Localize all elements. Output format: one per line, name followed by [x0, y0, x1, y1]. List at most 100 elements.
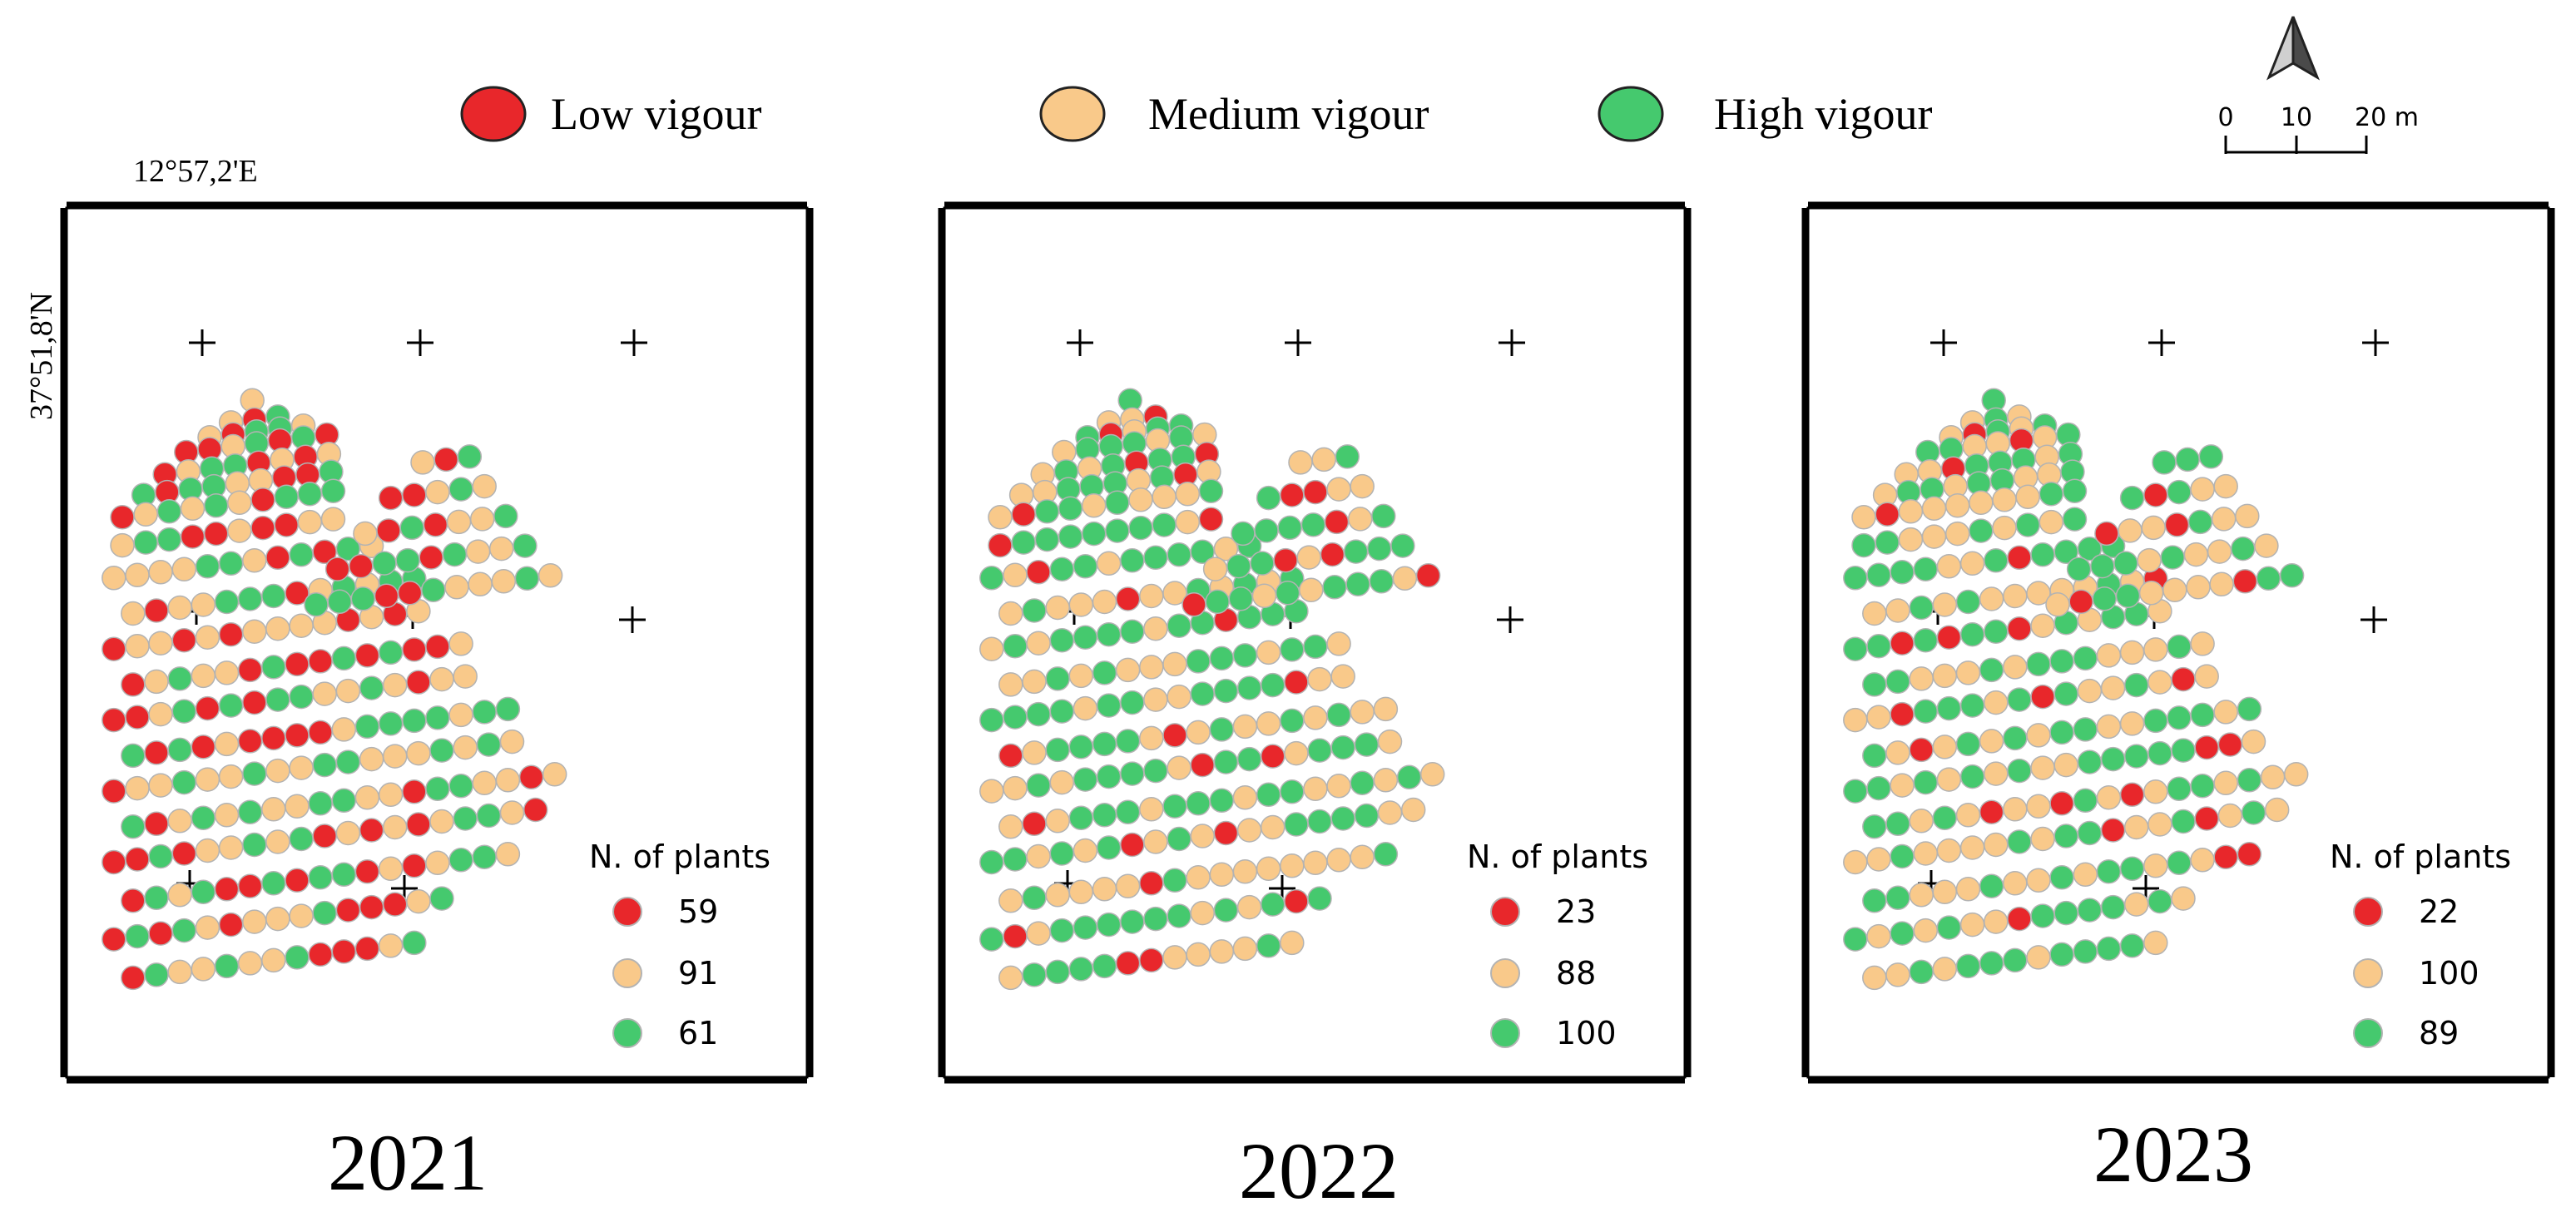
north-arrow-icon — [2266, 16, 2321, 81]
plant-dot-high — [1909, 959, 1934, 985]
plant-dot-high — [354, 714, 380, 740]
plant-dot-medium — [1260, 814, 1286, 840]
plant-dot-high — [1143, 758, 1168, 784]
plant-dot-high — [1979, 657, 2004, 683]
plant-dot-high — [1875, 530, 1900, 555]
plant-dot-low — [121, 965, 146, 991]
plant-dot-high — [1022, 598, 1047, 623]
plant-dot-medium — [1296, 545, 1321, 570]
plant-dot-low — [195, 695, 220, 721]
plant-dot-high — [2073, 646, 2098, 671]
plant-dot-high — [1068, 735, 1094, 759]
plant-dot-high — [1120, 619, 1145, 644]
plant-dot-medium — [261, 947, 286, 973]
plant-dot-high — [1260, 672, 1286, 698]
plant-dot-high — [171, 699, 197, 724]
plant-dot-high — [1843, 927, 1868, 952]
plant-dot-low — [359, 894, 384, 920]
plant-dot-high — [156, 499, 182, 524]
plant-dot-high — [1890, 560, 1915, 585]
plant-dot-medium — [265, 758, 290, 784]
plant-dot-high — [1955, 731, 1981, 757]
plant-dot-medium — [1284, 740, 1309, 766]
plant-dot-medium — [1068, 879, 1094, 905]
plant-dot-high — [191, 805, 216, 831]
plant-dot-medium — [1885, 962, 1910, 987]
plant-dot-low — [359, 818, 384, 843]
plant-dot-medium — [2211, 507, 2237, 532]
plant-dot-high — [1096, 835, 1122, 860]
plant-dot-medium — [2077, 678, 2103, 704]
plant-dot-high — [1068, 957, 1094, 982]
plant-dot-high — [308, 791, 333, 816]
count-swatch-high — [612, 1018, 642, 1048]
plant-dot-medium — [1909, 666, 1934, 691]
plant-dot-medium — [979, 779, 1004, 804]
plant-dot-high — [1843, 636, 1868, 661]
plant-dot-medium — [195, 915, 220, 940]
plant-dot-medium — [1256, 640, 1281, 665]
plant-dot-medium — [1026, 631, 1051, 655]
plant-dot-high — [2003, 725, 2028, 751]
plant-dot-medium — [1003, 775, 1028, 801]
plant-dot-high — [1049, 841, 1075, 866]
plant-dot-high — [1022, 962, 1047, 987]
plant-dot-medium — [1866, 923, 1891, 949]
plant-dot-medium — [191, 957, 216, 982]
plant-dot-medium — [1045, 883, 1070, 908]
vigour-legend: Low vigour Medium vigour High vigour — [460, 86, 1933, 142]
plant-dot-low — [402, 853, 427, 878]
plant-dot-medium — [1232, 936, 1258, 962]
plant-dot-medium — [1984, 761, 2009, 786]
plant-dot-low — [1139, 947, 1164, 973]
plant-dot-medium — [195, 625, 220, 650]
plant-dot-medium — [289, 903, 314, 928]
legend-label-low: Low vigour — [551, 89, 761, 139]
count-low: 59 — [678, 893, 718, 930]
plant-dot-low — [2068, 589, 2093, 615]
plant-dot-low — [2007, 906, 2032, 932]
plant-dot-high — [2147, 740, 2172, 766]
plant-dot-low — [121, 888, 146, 913]
plant-dot-high — [1307, 886, 1332, 911]
plant-dot-high — [2190, 702, 2215, 728]
plant-dot-high — [979, 849, 1004, 875]
plant-dot-high — [1034, 499, 1060, 524]
plant-dot-high — [1345, 571, 1370, 597]
plant-dot-medium — [2138, 581, 2164, 606]
plant-dot-medium — [2143, 779, 2168, 804]
count-legend-title: N. of plants — [1467, 839, 1648, 875]
plant-count-legend: N. of plants 59 91 61 — [589, 839, 770, 1051]
plant-dot-medium — [1175, 509, 1201, 535]
plant-dot-low — [423, 512, 448, 537]
plant-dot-high — [2007, 687, 2032, 712]
plant-dot-high — [1330, 806, 1355, 831]
plant-dot-high — [144, 962, 169, 987]
plant-dot-medium — [1400, 797, 1426, 823]
plant-dot-low — [218, 912, 244, 937]
plant-dot-high — [457, 444, 483, 469]
plant-dot-medium — [1162, 945, 1187, 970]
plant-dot-medium — [1303, 776, 1328, 802]
plant-dot-high — [2256, 566, 2281, 591]
legend-item-medium: Medium vigour — [1039, 86, 1429, 142]
plant-dot-medium — [2053, 752, 2078, 778]
plant-dot-low — [335, 898, 361, 923]
plant-dot-medium — [1251, 583, 1277, 609]
plant-dot-high — [1049, 557, 1075, 582]
plant-dot-high — [1936, 695, 1962, 721]
plant-dot-high — [331, 788, 357, 814]
plant-dot-high — [312, 752, 337, 778]
plant-dot-medium — [2123, 814, 2149, 840]
plant-dot-high — [2123, 672, 2149, 698]
plant-dot-medium — [2213, 770, 2238, 796]
plant-dot-low — [144, 811, 169, 837]
plant-dot-low — [331, 939, 357, 964]
plant-dot-high — [121, 743, 146, 769]
plant-dot-medium — [148, 701, 173, 727]
plant-dot-high — [2279, 563, 2305, 588]
plant-dot-high — [1120, 690, 1145, 715]
plant-dot-low — [1011, 502, 1036, 527]
plant-dot-high — [171, 918, 197, 943]
plant-dot-medium — [495, 842, 521, 867]
